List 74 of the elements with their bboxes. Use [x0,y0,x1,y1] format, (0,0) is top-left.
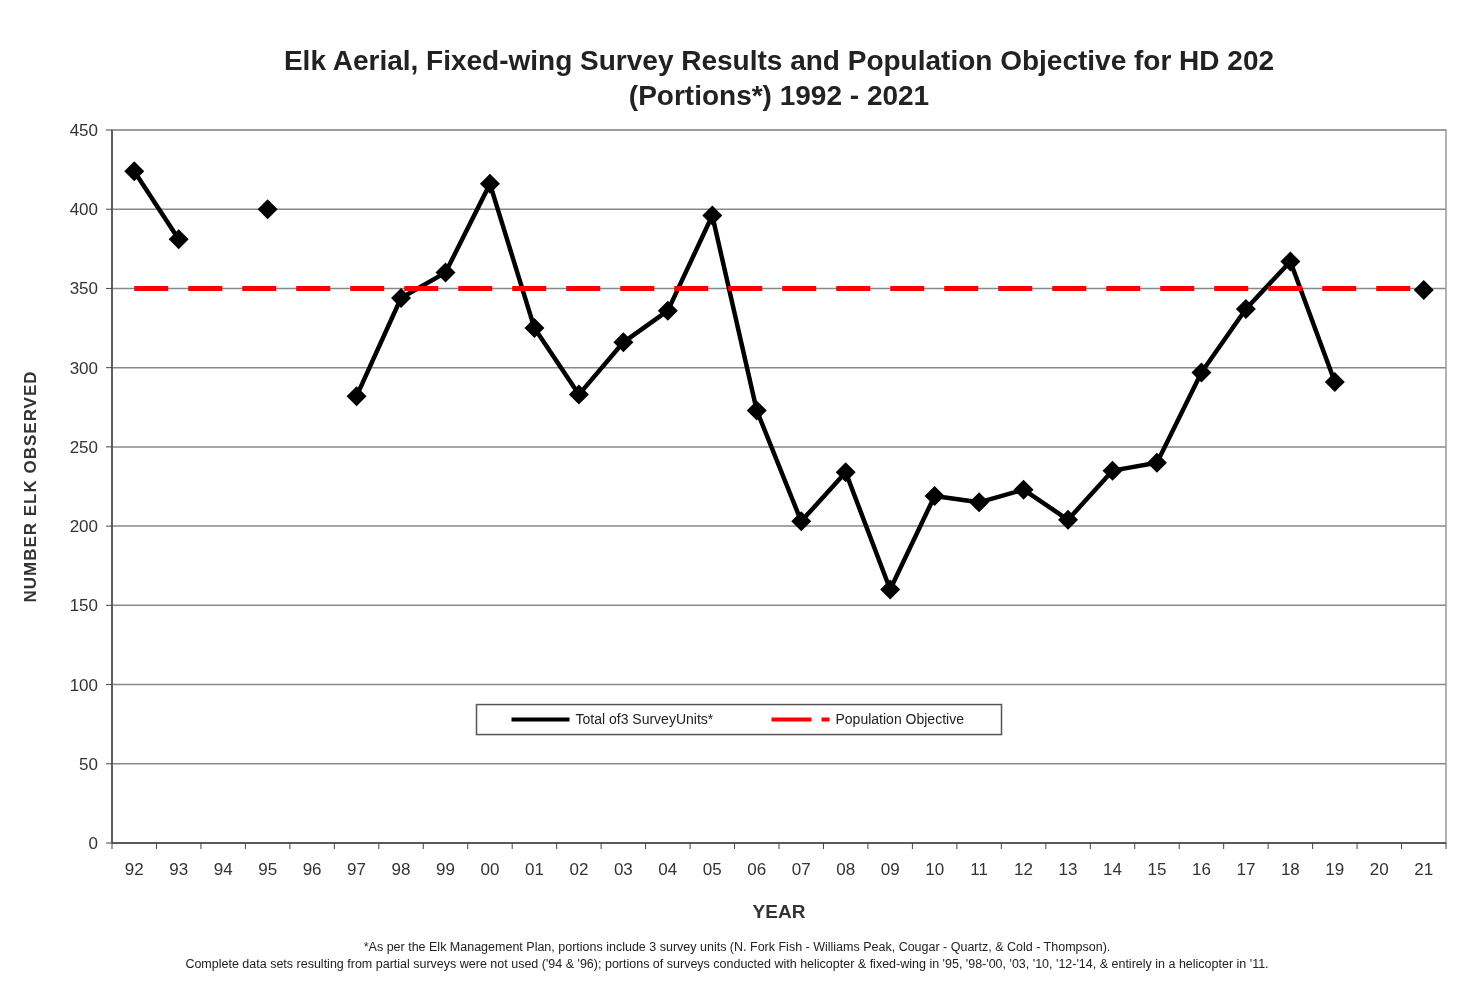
x-tick-label: 21 [1414,860,1434,879]
x-tick-label: 18 [1280,860,1300,879]
point [435,262,456,283]
text: *As per the Elk Management Plan, portions include 3 survey units (N. Fork Fish - Williams Peak, Cougar - Quartz, & Cold - Thompson). [363,940,1111,954]
x-tick-label: 20 [1369,860,1389,879]
point [1280,251,1301,272]
x-tick-label: 15 [1147,860,1167,879]
legend-label: Total of3 SurveyUnits* [575,711,714,728]
x-tick-label: 16 [1191,860,1211,879]
point [524,318,545,339]
x-tick-label: 92 [124,860,144,879]
legend-label: Population Objective [835,711,965,728]
x-tick-label: 05 [702,860,722,879]
x-tick-label: 97 [347,860,367,879]
x-tick-label: 04 [658,860,678,879]
point [1013,479,1034,500]
x-tick-label: 00 [480,860,500,879]
text: Complete data sets resulting from partial surveys were not used ('94 & '96); portions of surveys conducted with helicopter & fixed-wing in '95, '98-'00, '03, '10, '12-'14, & entirely in a helicopter in '11. [185,957,1269,971]
point [568,384,589,405]
point [1146,452,1167,473]
point [657,300,678,321]
point [613,332,634,353]
y-tick-label: 450 [69,120,98,140]
y-tick-label: 200 [69,517,98,537]
point [1413,280,1434,301]
x-tick-label: 02 [569,860,589,879]
x-tick-label: 01 [524,860,544,879]
x-tick-label: 17 [1236,860,1256,879]
y-tick-label: 300 [69,358,98,378]
point [346,386,367,407]
x-axis-title: YEAR [752,901,806,922]
x-tick-label: 08 [836,860,856,879]
x-tick-label: 09 [880,860,900,879]
point [791,511,812,532]
y-axis-title: NUMBER ELK OBSERVED [21,370,40,603]
point [702,205,723,226]
point [1235,299,1256,320]
x-tick-label: 07 [791,860,811,879]
x-tick-label: 94 [213,860,233,879]
point [1058,509,1079,530]
y-tick-label: 0 [88,833,98,853]
point [257,199,278,220]
x-tick-label: 11 [970,860,988,879]
x-tick-label: 14 [1103,860,1122,879]
x-tick-label: 95 [258,860,278,879]
x-tick-label: 03 [613,860,633,879]
chart-title: Elk Aerial, Fixed-wing Survey Results and Population Objective for HD 202 (Portions*) 1992 - 2021 [283,45,1275,111]
point [1102,460,1123,481]
point [969,492,990,513]
x-tick-label: 06 [747,860,767,879]
point [924,486,945,507]
point [880,579,901,600]
point [479,173,500,194]
x-tick-label: 10 [925,860,945,879]
y-tick-label: 100 [69,675,98,695]
y-tick-label: 250 [69,437,98,457]
x-tick-label: 12 [1014,860,1034,879]
point [1324,371,1345,392]
point [746,400,767,421]
point [168,229,189,250]
x-tick-label: 98 [391,860,411,879]
x-tick-label: 13 [1058,860,1078,879]
point [1191,362,1212,383]
y-tick-label: 50 [79,754,98,774]
point [391,287,412,308]
x-tick-label: 93 [169,860,189,879]
y-tick-label: 400 [69,200,98,220]
x-tick-label: 96 [302,860,322,879]
y-tick-label: 350 [69,279,98,299]
x-tick-label: 99 [436,860,455,879]
y-tick-label: 150 [69,596,98,616]
x-tick-label: 19 [1325,860,1345,879]
point [124,161,145,182]
point [835,462,856,483]
